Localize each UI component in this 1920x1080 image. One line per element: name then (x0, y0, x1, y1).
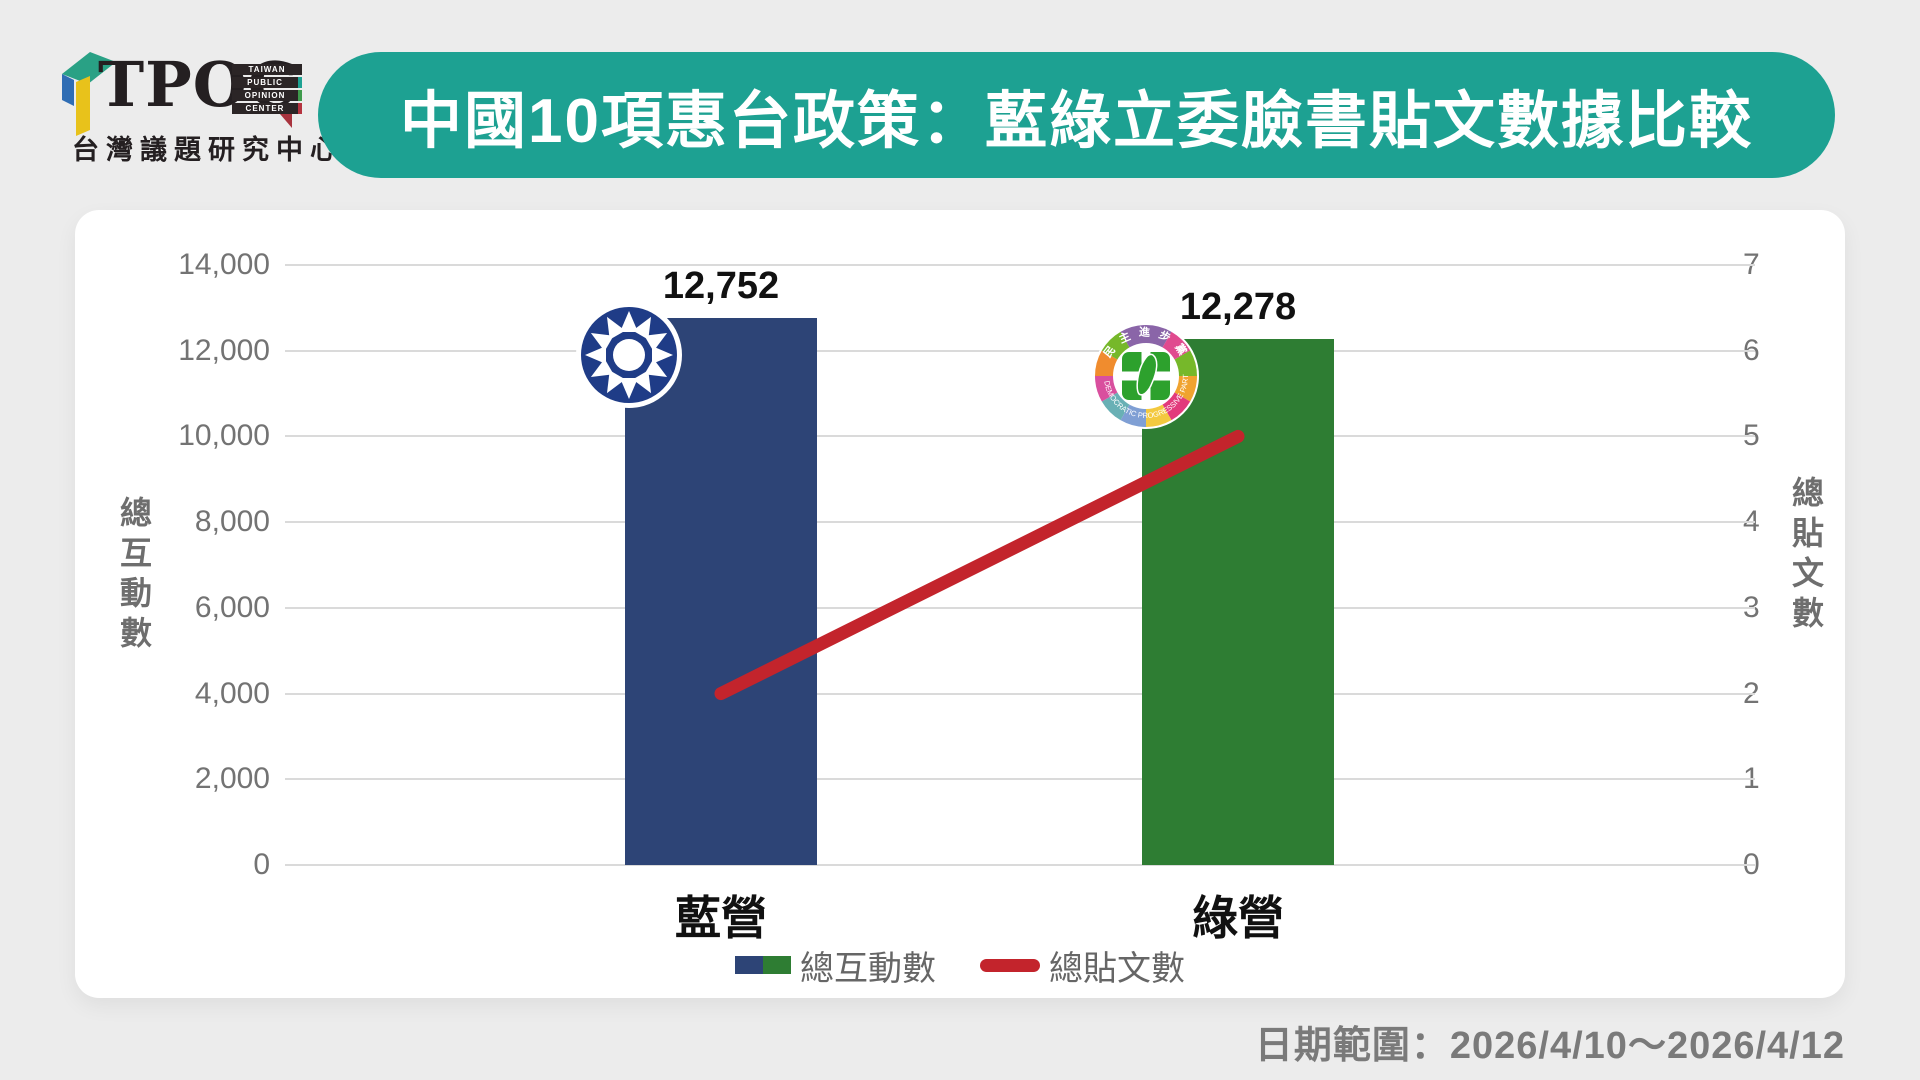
left-axis-tick-label: 14,000 (178, 248, 270, 281)
gridline (285, 435, 1755, 438)
legend-label-posts: 總貼文數 (1049, 949, 1185, 988)
tpoc-sub-chips: TAIWAN PUBLIC OPINION CENTER (232, 64, 302, 116)
gridline (285, 778, 1755, 781)
date-range-label: 日期範圍：2026/4/10～2026/4/12 (1254, 1025, 1845, 1067)
value-label-green: 12,278 (1179, 285, 1297, 328)
tpoc-chip-opinion: OPINION (232, 90, 302, 101)
gridline (285, 349, 1755, 352)
total-posts-line (714, 429, 1245, 701)
gridline (285, 692, 1755, 695)
chart-card: 7 6 5 4 3 2 1 0 14,000 12,000 10,000 8,000 6,000 4,00… (75, 210, 1845, 998)
dpp-logo-icon: DEMOCRATIC PROGRESSIVE PARTY民主進步黨 (1093, 322, 1199, 429)
left-axis-title: 總互動數 (116, 496, 152, 656)
gridline (285, 864, 1755, 866)
x-label-green-camp: 綠營 (1192, 892, 1284, 944)
gridline (285, 606, 1755, 609)
left-axis-tick-label: 0 (253, 848, 270, 881)
tpoc-logo-mark-icon (62, 52, 116, 136)
tpoc-chinese-name: 台灣議題研究中心 (72, 135, 344, 165)
left-axis-tick-label: 6,000 (194, 590, 270, 624)
tpoc-chip-taiwan: TAIWAN (232, 64, 302, 75)
right-axis-title: 總貼文數 (1788, 476, 1824, 636)
dual-axis-chart: 7 6 5 4 3 2 1 0 14,000 12,000 10,000 8,000 6,000 4,00… (75, 210, 1845, 998)
tpoc-chip-public: PUBLIC (232, 77, 302, 88)
legend-line-swatch-icon (980, 958, 1040, 972)
header-banner: 中國10項惠台政策：藍綠立委臉書貼文數據比較 (318, 52, 1835, 178)
left-axis-tick-label: 8,000 (194, 505, 270, 539)
kmt-logo-icon (576, 302, 682, 409)
tpoc-brand-block: TPOC TAIWAN PUBLIC OPINION CENTER 台灣議題研究… (56, 40, 337, 170)
left-axis-tick-label: 2,000 (194, 762, 270, 796)
page-title: 中國10項惠台政策：藍綠立委臉書貼文數據比較 (400, 87, 1753, 156)
legend-item-interactions: 總互動數 (735, 941, 936, 990)
value-label-blue: 12,752 (662, 265, 780, 308)
left-axis-tick-label: 4,000 (194, 676, 270, 710)
chart-legend: 總互動數 總貼文數 (75, 941, 1845, 990)
taiwan-island-shape (1136, 353, 1158, 396)
x-label-blue-camp: 藍營 (675, 892, 767, 944)
legend-bar-swatch-icon (735, 956, 791, 974)
left-axis-tick-label: 10,000 (178, 419, 270, 453)
left-axis-tick-label: 12,000 (178, 333, 270, 367)
legend-item-posts: 總貼文數 (980, 941, 1185, 990)
gridline (285, 264, 1755, 266)
tpoc-chip-triangle-icon (280, 114, 292, 128)
legend-label-interactions: 總互動數 (800, 949, 936, 988)
gridline (285, 521, 1755, 524)
tpoc-chip-center: CENTER (232, 103, 302, 114)
